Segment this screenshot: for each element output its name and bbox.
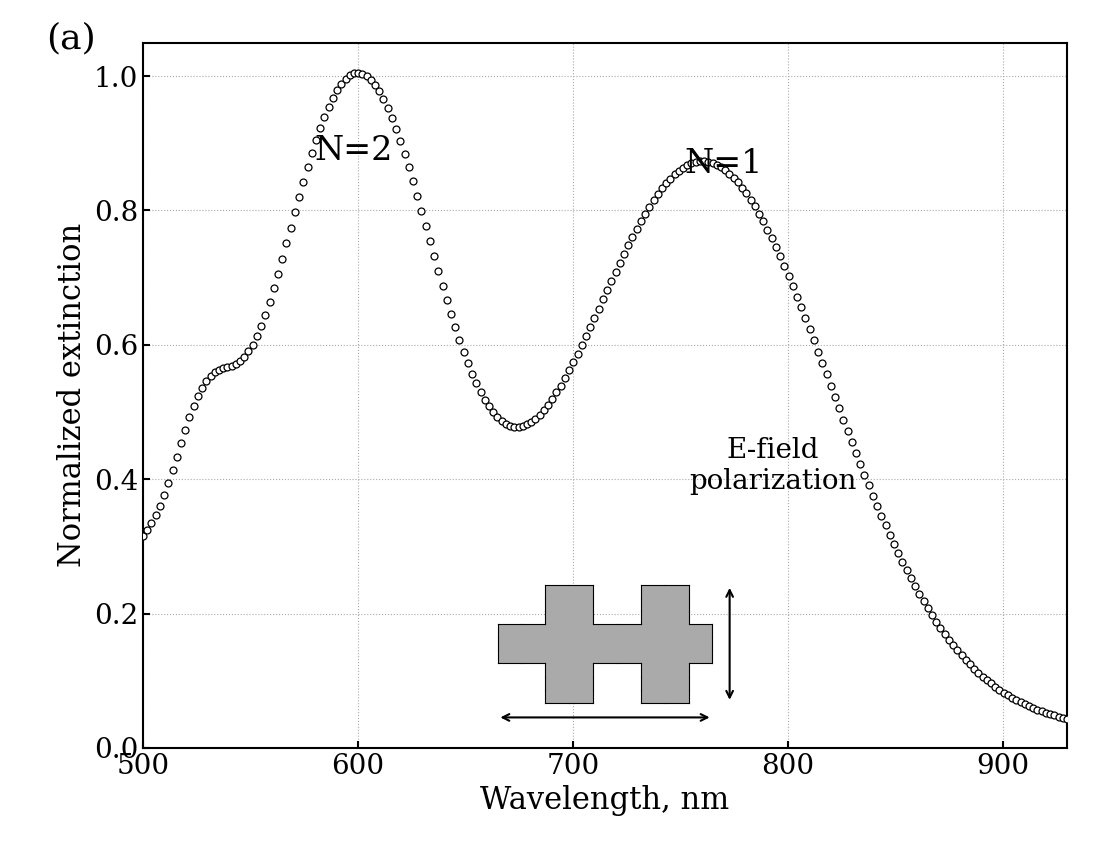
Bar (641, 585, 664, 598)
Text: E-field
polarization: E-field polarization (689, 437, 856, 495)
Bar (546, 585, 569, 598)
Bar (689, 650, 713, 664)
Bar (641, 664, 664, 677)
Bar (593, 624, 617, 638)
Bar (593, 638, 617, 650)
Bar (546, 638, 569, 650)
Bar (664, 664, 689, 677)
Bar (569, 598, 593, 611)
Bar (641, 624, 664, 638)
Text: N=2: N=2 (315, 135, 393, 167)
Bar (521, 624, 546, 638)
Bar (664, 677, 689, 689)
Bar (569, 650, 593, 664)
Bar (664, 650, 689, 664)
Bar (641, 689, 664, 703)
Bar (569, 611, 593, 624)
Bar (641, 638, 664, 650)
Bar (569, 585, 593, 598)
Bar (641, 611, 664, 624)
Bar (569, 624, 593, 638)
Bar (593, 650, 617, 664)
Bar (641, 677, 664, 689)
Bar (497, 650, 521, 664)
Bar (617, 650, 641, 664)
Bar (521, 638, 546, 650)
Bar (569, 689, 593, 703)
Bar (664, 638, 689, 650)
Bar (521, 650, 546, 664)
X-axis label: Wavelength, nm: Wavelength, nm (481, 785, 729, 816)
Bar (664, 585, 689, 598)
Bar (617, 638, 641, 650)
Bar (546, 677, 569, 689)
Bar (664, 598, 689, 611)
Bar (664, 624, 689, 638)
Bar (641, 650, 664, 664)
Bar (546, 598, 569, 611)
Bar (546, 650, 569, 664)
Bar (617, 624, 641, 638)
Bar (664, 611, 689, 624)
Bar (546, 664, 569, 677)
Bar (689, 624, 713, 638)
Bar (569, 664, 593, 677)
Text: N=1: N=1 (684, 148, 762, 180)
Bar (569, 638, 593, 650)
Bar (546, 689, 569, 703)
Bar (497, 624, 521, 638)
Text: (a): (a) (46, 21, 96, 55)
Y-axis label: Normalized extinction: Normalized extinction (57, 224, 88, 568)
Bar (664, 689, 689, 703)
Bar (689, 638, 713, 650)
Bar (569, 677, 593, 689)
Bar (641, 598, 664, 611)
Bar (546, 624, 569, 638)
Bar (546, 611, 569, 624)
Bar (497, 638, 521, 650)
